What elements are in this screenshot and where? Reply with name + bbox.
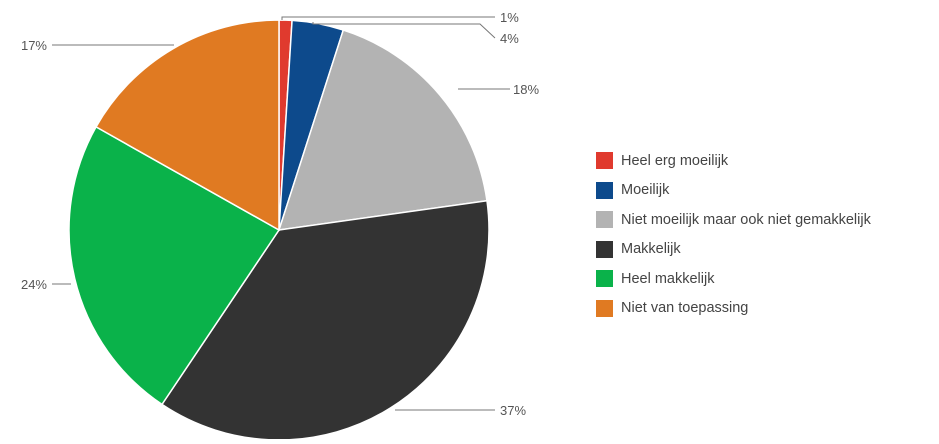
legend-item-makkelijk: Makkelijk: [596, 235, 936, 265]
legend-item-heel-makkelijk: Heel makkelijk: [596, 264, 936, 294]
slice-value-label-niet-van-toepassing: 17%: [21, 38, 47, 53]
legend-swatch: [596, 211, 613, 229]
legend-item-heel-erg-moeilijk: Heel erg moeilijk: [596, 146, 936, 176]
pie-slice-heel-makkelijk: [68, 125, 281, 406]
slice-value-label-heel-erg-moeilijk: 1%: [500, 10, 519, 25]
legend-item-neutraal: Niet moeilijk maar ook niet gemakkelijk: [596, 205, 936, 235]
legend-item-moeilijk: Moeilijk: [596, 176, 936, 206]
leader-line-heel-erg-moeilijk: [281, 16, 495, 20]
legend-item-niet-van-toepassing: Niet van toepassing: [596, 294, 936, 324]
legend-label: Heel makkelijk: [621, 270, 715, 287]
legend-swatch: [596, 299, 613, 317]
legend-label: Makkelijk: [621, 241, 681, 258]
legend-swatch: [596, 240, 613, 258]
legend-swatch: [596, 270, 613, 288]
chart-legend: Heel erg moeilijk Moeilijk Niet moeilijk…: [596, 146, 936, 323]
legend-label: Niet moeilijk maar ook niet gemakkelijk: [621, 211, 871, 228]
pie-slice-niet-van-toepassing: [95, 19, 280, 232]
legend-label: Heel erg moeilijk: [621, 152, 729, 169]
pie-slice-makkelijk: [160, 199, 490, 441]
slice-value-label-makkelijk: 37%: [500, 403, 526, 418]
legend-swatch: [596, 152, 613, 170]
slice-value-label-moeilijk: 4%: [500, 31, 519, 46]
pie-slice-niet-moeilijk-maar-ook-niet-gemakkelijk: [277, 29, 488, 231]
slice-value-label-heel-makkelijk: 24%: [21, 277, 47, 292]
slice-value-label-niet-moeilijk-maar-ook-niet-gemakkelijk: 18%: [513, 82, 539, 97]
legend-label: Niet van toepassing: [621, 300, 749, 317]
legend-swatch: [596, 181, 613, 199]
legend-label: Moeilijk: [621, 182, 670, 199]
leader-line-moeilijk: [312, 22, 496, 39]
